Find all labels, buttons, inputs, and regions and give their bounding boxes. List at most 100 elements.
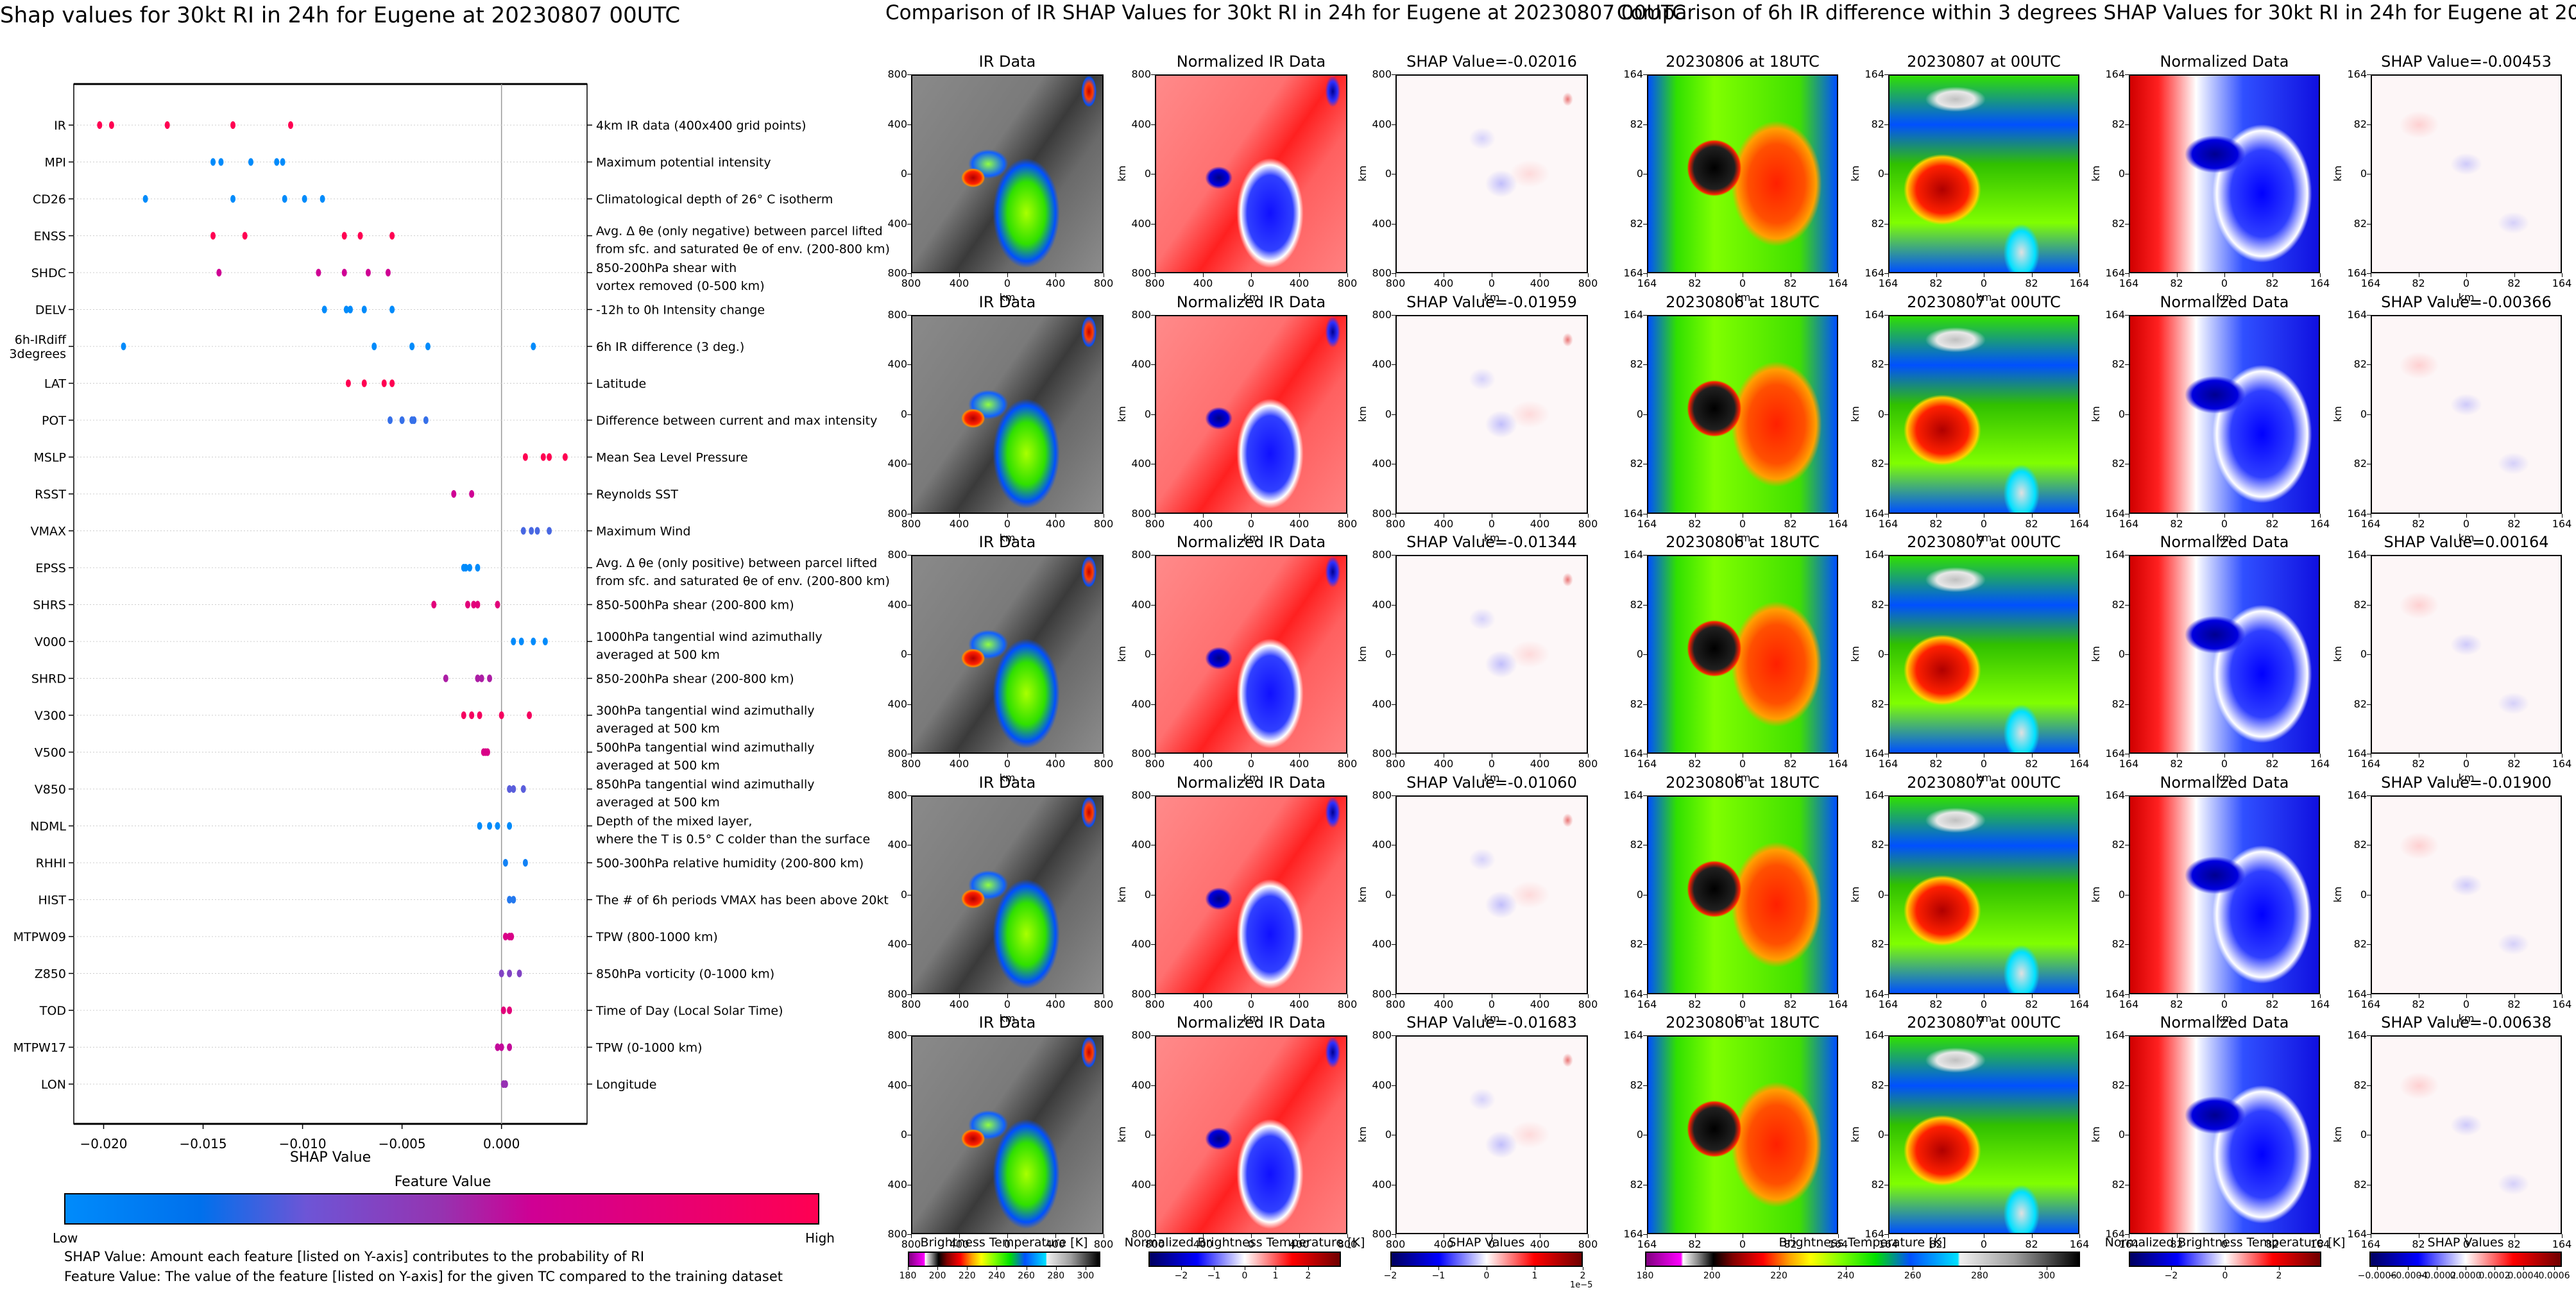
shap-point bbox=[527, 711, 533, 719]
feature-description: Time of Day (Local Solar Time) bbox=[595, 1004, 783, 1018]
y-tick-mark bbox=[1643, 273, 1647, 274]
shap-point bbox=[520, 785, 526, 793]
y-tick-mark bbox=[1884, 654, 1888, 655]
x-tick-label: 164 bbox=[1878, 277, 1898, 289]
x-tick-label: 400 bbox=[1193, 997, 1213, 1010]
y-tick-label: 400 bbox=[887, 1078, 907, 1091]
x-tick-mark bbox=[1299, 754, 1300, 758]
x-tick-mark bbox=[1155, 994, 1156, 998]
feature-label: POT bbox=[42, 414, 66, 428]
y-tick-label: 0 bbox=[1144, 648, 1151, 660]
x-tick-label: 164 bbox=[2360, 758, 2381, 770]
y-tick-label: 164 bbox=[2347, 788, 2367, 801]
panel-column-title: Normalized IR Data bbox=[1176, 53, 1326, 71]
x-tick-mark bbox=[2224, 754, 2225, 758]
y-tick-mark bbox=[1643, 414, 1647, 415]
ir-data-image bbox=[911, 74, 1104, 273]
ir-shap-image bbox=[1395, 314, 1588, 514]
x-tick-mark bbox=[2320, 994, 2321, 998]
ir-00utc-image bbox=[1888, 555, 2079, 754]
colorbar-tick-mark bbox=[2408, 1267, 2409, 1270]
x-tick-mark bbox=[2079, 1234, 2080, 1238]
x-tick-label: 0 bbox=[1488, 997, 1496, 1010]
ir-data-image bbox=[911, 314, 1104, 514]
y-tick-label: 800 bbox=[887, 1029, 907, 1041]
colorbar-tick-label: 220 bbox=[1770, 1271, 1787, 1281]
summary-xlabel: SHAP Value bbox=[289, 1150, 371, 1166]
y-tick-mark bbox=[907, 1035, 911, 1036]
y-tick-mark bbox=[1392, 74, 1395, 75]
x-tick-label: 800 bbox=[1145, 997, 1165, 1010]
x-tick-mark bbox=[1299, 273, 1300, 277]
colorbar-tick-label: 0 bbox=[2222, 1271, 2228, 1281]
panel-column-title: 20230806 at 18UTC bbox=[1666, 773, 1820, 792]
y-tick-label: 82 bbox=[2111, 1078, 2125, 1091]
x-axis-label: km bbox=[999, 531, 1016, 544]
shap-value-title: SHAP Value=-0.01683 bbox=[1406, 1014, 1577, 1031]
x-tick-label: 400 bbox=[1289, 277, 1309, 289]
panel-column-title: Normalized Data bbox=[2160, 1014, 2289, 1031]
colorbar-title: SHAP Values bbox=[2427, 1235, 2504, 1250]
x-tick-mark bbox=[2320, 754, 2321, 758]
y-tick-label: 164 bbox=[1623, 267, 1643, 279]
y-tick-label: 164 bbox=[2347, 548, 2367, 561]
x-tick-mark bbox=[1838, 513, 1839, 518]
y-tick-label: 400 bbox=[1372, 598, 1392, 611]
shap-point bbox=[495, 1043, 500, 1051]
feature-label: RSST bbox=[35, 488, 66, 502]
x-tick-mark bbox=[1936, 513, 1937, 518]
y-tick-label: 800 bbox=[1372, 267, 1392, 279]
y-tick-label: 800 bbox=[887, 747, 907, 760]
x-tick-label: 800 bbox=[1093, 277, 1114, 289]
x-tick-label: 400 bbox=[1289, 997, 1309, 1010]
x-tick-mark bbox=[2514, 1234, 2515, 1238]
ir-panel-title: Comparison of IR SHAP Values for 30kt RI… bbox=[885, 1, 1686, 24]
x-tick-label: 0 bbox=[1980, 1238, 1988, 1250]
y-axis-label: km bbox=[2089, 646, 2102, 662]
x-tick-mark bbox=[2224, 273, 2225, 277]
y-tick-mark bbox=[1151, 795, 1155, 796]
x-tick-mark bbox=[911, 513, 912, 518]
panel-column-title: 20230806 at 18UTC bbox=[1666, 53, 1820, 71]
x-axis-label: km bbox=[1243, 531, 1259, 544]
shap-point bbox=[385, 269, 391, 276]
x-tick-label: 800 bbox=[1578, 758, 1598, 770]
feature-label: LON bbox=[41, 1078, 66, 1092]
normalized-ir-image bbox=[1155, 314, 1347, 514]
y-tick-mark bbox=[1643, 1085, 1647, 1086]
y-tick-mark bbox=[907, 74, 911, 75]
y-tick-mark bbox=[907, 273, 911, 274]
x-tick-label: 82 bbox=[1929, 758, 1943, 770]
y-tick-label: 82 bbox=[2353, 838, 2367, 851]
x-tick-mark bbox=[1838, 994, 1839, 998]
x-tick-mark bbox=[2562, 994, 2563, 998]
y-tick-mark bbox=[907, 1085, 911, 1086]
colorbar-tick-label: 300 bbox=[1077, 1271, 1095, 1281]
colorbar-high-label: High bbox=[805, 1230, 835, 1246]
y-tick-label: 400 bbox=[1372, 697, 1392, 710]
y-tick-mark bbox=[2367, 994, 2371, 995]
x-tick-label: 400 bbox=[949, 997, 969, 1010]
y-tick-label: 82 bbox=[1630, 1078, 1643, 1091]
plot-area bbox=[73, 83, 588, 1125]
y-tick-label: 82 bbox=[2111, 697, 2125, 710]
x-axis-label: km bbox=[999, 1012, 1016, 1024]
x-tick-label: 400 bbox=[1193, 277, 1213, 289]
x-tick-label: 164 bbox=[2119, 1238, 2139, 1250]
feature-description: 1000hPa tangential wind azimuthally bbox=[596, 630, 823, 644]
x-tick-mark bbox=[1347, 754, 1348, 758]
y-tick-mark bbox=[1151, 555, 1155, 556]
x-tick-label: 800 bbox=[1145, 517, 1165, 530]
feature-description: Climatological depth of 26° C isotherm bbox=[596, 192, 833, 207]
y-tick-label: 0 bbox=[2118, 167, 2125, 180]
y-tick-mark bbox=[1392, 223, 1395, 225]
feature-value-note: Feature Value: The value of the feature … bbox=[64, 1269, 783, 1284]
x-tick-label: 0 bbox=[1003, 517, 1011, 530]
y-tick-label: 164 bbox=[2105, 507, 2125, 520]
ir-00utc-image bbox=[1888, 1035, 2079, 1234]
colorbar-tick-mark bbox=[2225, 1267, 2226, 1270]
shap-point bbox=[507, 969, 513, 978]
x-tick-label: 400 bbox=[949, 517, 969, 530]
y-tick-label: 82 bbox=[1871, 838, 1884, 851]
y-tick-mark bbox=[1643, 74, 1647, 75]
